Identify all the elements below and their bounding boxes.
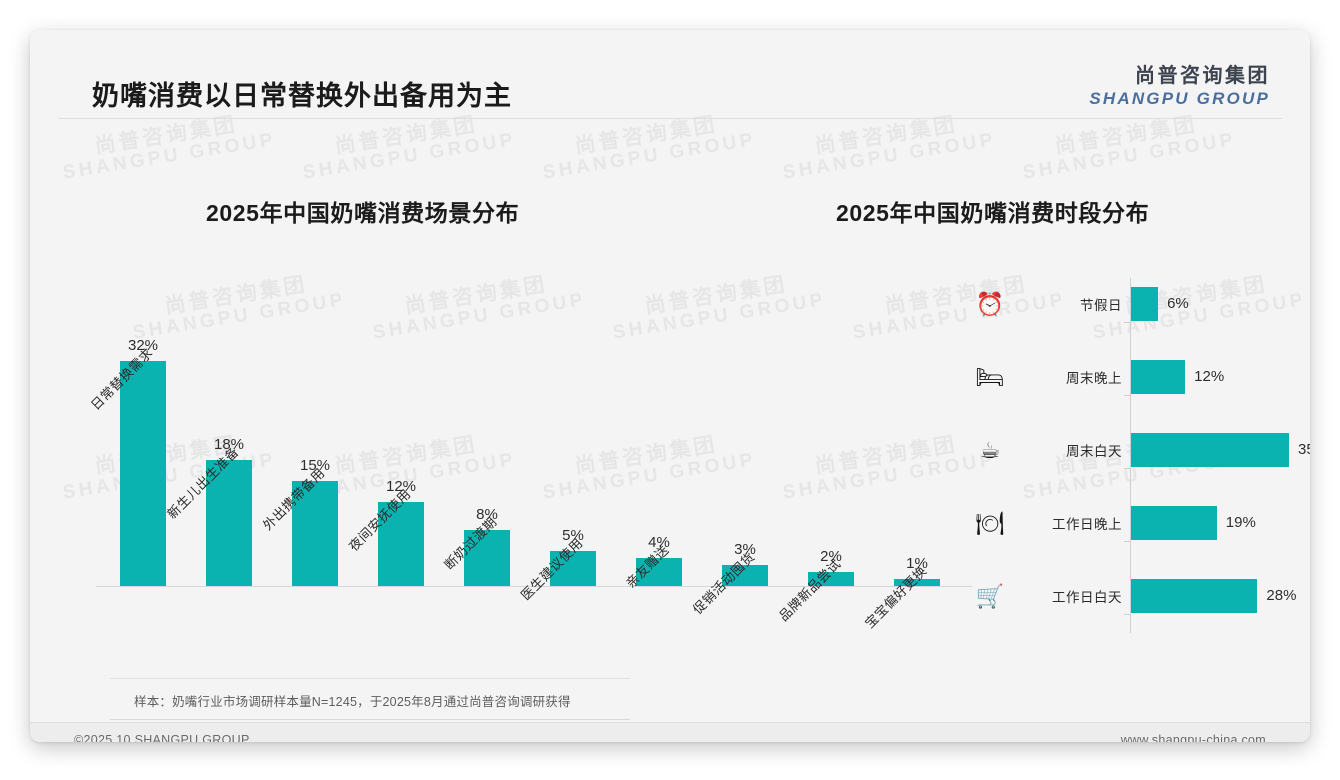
bar — [378, 501, 424, 586]
brand-logo: 尚普咨询集团 SHANGPU GROUP — [1089, 64, 1270, 109]
bar-value-label: 15% — [299, 456, 331, 474]
bar — [636, 557, 682, 586]
bar-column: 3% 促销活动囤货 — [690, 540, 784, 617]
bar-value-label: 5% — [562, 526, 584, 544]
bar-column: 18% 新生儿出生准备 — [164, 435, 268, 586]
bar-column: 2% 品牌新品尝试 — [776, 547, 870, 624]
axis-tick — [1124, 541, 1130, 542]
footer-divider — [30, 722, 1310, 723]
bar-row: ☕ 周末白天 35% — [960, 428, 1310, 472]
coffee-mug-icon: ☕ — [979, 436, 1001, 463]
bar-value-label: 3% — [734, 540, 756, 558]
category-label: 周末晚上 — [1066, 371, 1122, 386]
header-divider — [58, 118, 1282, 119]
bar-row: 🛒 工作日白天 28% — [960, 574, 1300, 618]
bar-value-label: 2% — [820, 547, 842, 565]
bar-value-label: 19% — [1225, 514, 1256, 531]
bar — [1131, 287, 1159, 321]
bar — [1131, 579, 1258, 613]
bar-column: 32% 日常替换需求 — [88, 337, 182, 586]
bar-value-label: 12% — [1194, 368, 1225, 385]
left-chart-baseline — [96, 586, 972, 587]
category-label: 节假日 — [1080, 298, 1122, 313]
bar-column: 12% 夜间安抚使用 — [346, 477, 440, 586]
bar-value-label: 6% — [1167, 295, 1189, 312]
scene-distribution-bar-chart: 32% 日常替换需求 18% 新生儿出生准备 15% 外出携带备用 12% 夜间安抚使用 8% 断… — [66, 260, 972, 660]
footer-copyright: ©2025.10 SHANGPU GROUP — [74, 733, 250, 742]
category-label: 工作日白天 — [1052, 590, 1122, 605]
bar-value-label: 32% — [127, 337, 159, 355]
sample-note: 样本：奶嘴行业市场调研样本量N=1245，于2025年8月通过尚普咨询调研获得 — [110, 678, 630, 720]
axis-tick — [1124, 322, 1130, 323]
category-label: 工作日晚上 — [1052, 517, 1122, 532]
bar-column: 5% 医生建议使用 — [518, 526, 612, 603]
bar-value-label: 28% — [1266, 587, 1297, 604]
timeslot-distribution-bar-chart: ⏰ 节假日 6% 🛏 周末晚上 12% ☕ 周末白天 35% 🍽 工作日晚上 19% 🛒 工作日白天 28% — [960, 260, 1310, 660]
note-bottom-divider — [110, 719, 630, 720]
bar-row: ⏰ 节假日 6% — [960, 282, 1300, 326]
bar — [722, 564, 768, 586]
bar-row: 🛏 周末晚上 12% — [960, 355, 1300, 399]
bed-icon: 🛏 — [975, 363, 1005, 390]
axis-tick — [1124, 395, 1130, 396]
bar — [206, 459, 252, 586]
shopping-cart-icon: 🛒 — [975, 582, 1005, 609]
bar — [808, 571, 854, 586]
axis-tick — [1124, 614, 1130, 615]
bar — [1131, 506, 1217, 540]
bar-row: 🍽 工作日晚上 19% — [960, 501, 1300, 545]
bar-value-label: 4% — [648, 533, 670, 551]
page-title: 奶嘴消费以日常替换外出备用为主 — [92, 81, 512, 111]
note-top-divider — [110, 678, 630, 679]
logo-chinese-text: 尚普咨询集团 — [1135, 65, 1270, 87]
bar-value-label: 18% — [213, 435, 245, 453]
bar-column: 1% 宝宝偏好更换 — [862, 554, 956, 631]
footer-website: www.shangpu-china.com — [1120, 733, 1266, 742]
bar — [894, 578, 940, 586]
bar-value-label: 12% — [385, 477, 417, 495]
bar-value-label: 8% — [476, 505, 498, 523]
bar-value-label: 35% — [1298, 441, 1310, 458]
bar-value-label: 1% — [906, 554, 928, 572]
bar — [1131, 433, 1289, 467]
bar-column: 4% 亲友赠送 — [620, 533, 698, 591]
bar — [1131, 360, 1186, 394]
right-chart-title: 2025年中国奶嘴消费时段分布 — [836, 200, 1150, 226]
bar — [120, 361, 166, 586]
bar-column: 15% 外出携带备用 — [260, 456, 354, 586]
category-label: 周末白天 — [1066, 444, 1122, 459]
note-text: 样本：奶嘴行业市场调研样本量N=1245，于2025年8月通过尚普咨询调研获得 — [134, 695, 571, 709]
slide-header: 奶嘴消费以日常替换外出备用为主 尚普咨询集团 SHANGPU GROUP — [30, 30, 1310, 118]
bar-column: 8% 断奶过渡期 — [441, 505, 526, 586]
bar — [292, 480, 338, 586]
alarm-clock-icon: ⏰ — [975, 290, 1005, 317]
right-chart-axis — [1130, 278, 1131, 633]
bar — [464, 529, 510, 586]
left-chart-title: 2025年中国奶嘴消费场景分布 — [206, 200, 520, 226]
charts-area: 2025年中国奶嘴消费场景分布 2025年中国奶嘴消费时段分布 32% 日常替换需… — [30, 140, 1310, 660]
dinner-plate-icon: 🍽 — [975, 509, 1005, 536]
bar — [550, 550, 596, 586]
slide-footer: ©2025.10 SHANGPU GROUP www.shangpu-china… — [30, 723, 1310, 742]
axis-tick — [1124, 468, 1130, 469]
infographic-slide: 尚普咨询集团 SHANGPU GROUP 尚普咨询集团 SHANGPU GROUP 尚普… — [30, 30, 1310, 742]
logo-english-text: SHANGPU GROUP — [1089, 89, 1270, 108]
